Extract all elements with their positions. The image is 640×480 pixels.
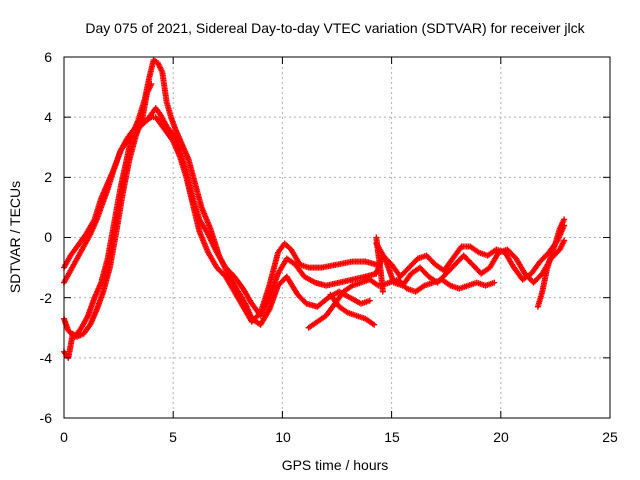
x-tick-label: 5 <box>169 429 177 445</box>
x-tick-label: 10 <box>275 429 291 445</box>
y-tick-label: 2 <box>44 169 52 185</box>
x-tick-label: 0 <box>60 429 68 445</box>
data-point <box>371 321 378 328</box>
x-tick-label: 20 <box>493 429 509 445</box>
y-tick-label: -4 <box>40 350 53 366</box>
data-point <box>379 288 386 295</box>
data-point <box>491 279 498 286</box>
y-tick-label: 4 <box>44 109 52 125</box>
data-point <box>561 216 568 223</box>
y-tick-label: -2 <box>40 290 53 306</box>
x-tick-label: 15 <box>384 429 400 445</box>
data-point <box>148 81 155 88</box>
y-tick-label: 0 <box>44 229 52 245</box>
chart-title: Day 075 of 2021, Sidereal Day-to-day VTE… <box>85 20 585 36</box>
y-axis-label: SDTVAR / TECUs <box>7 181 23 293</box>
y-tick-label: -6 <box>40 410 53 426</box>
y-tick-label: 6 <box>44 49 52 65</box>
data-point <box>561 237 568 244</box>
tick-marks <box>63 56 611 419</box>
data-series <box>61 57 568 361</box>
grid-lines <box>64 57 610 418</box>
x-tick-label: 25 <box>602 429 618 445</box>
data-point <box>366 297 373 304</box>
x-axis-label: GPS time / hours <box>282 457 389 473</box>
